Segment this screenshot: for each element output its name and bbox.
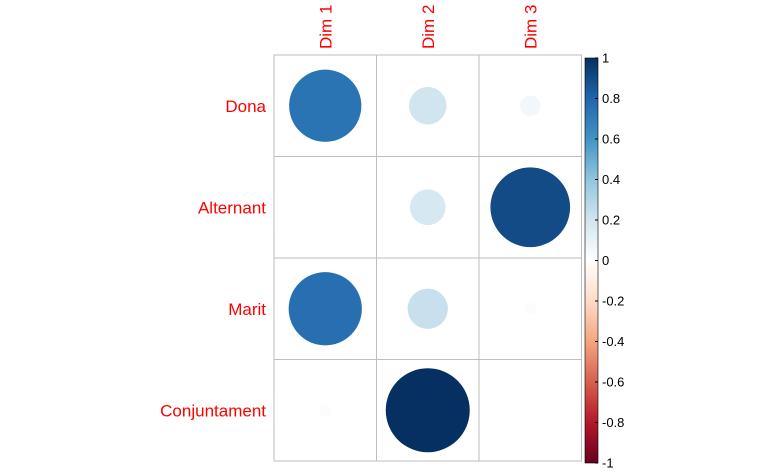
colorbar-tick-label: -0.4	[602, 334, 624, 349]
correlation-circle	[289, 69, 362, 142]
correlation-circle	[524, 302, 537, 315]
correlation-circle	[385, 368, 470, 453]
colorbar-tick-label: 0.6	[602, 132, 620, 147]
colorbar-tick-label: -1	[602, 456, 614, 471]
color-legend: 1 0.8 0.6 0.4 0.2 0 -0.2 -0.4 -0.6 -0.8 -1	[584, 51, 624, 471]
row-label: Marit	[228, 300, 266, 319]
colorbar-tick-label: 0.8	[602, 91, 620, 106]
colorbar-tick-label: 0	[602, 253, 609, 268]
row-label: Conjuntament	[160, 401, 266, 420]
matrix-circles	[288, 69, 571, 453]
correlation-circle	[409, 189, 446, 226]
column-label: Dim 1	[316, 5, 335, 49]
correlation-circle	[408, 86, 447, 125]
colorbar-tick-label: 0.2	[602, 213, 620, 228]
column-labels: Dim 1 Dim 2 Dim 3	[316, 5, 540, 49]
row-label: Dona	[225, 97, 266, 116]
colorbar-tick-label: 1	[602, 51, 609, 66]
column-label: Dim 3	[521, 5, 540, 49]
correlation-circle	[288, 272, 362, 346]
correlation-circle	[490, 167, 571, 248]
correlation-circle	[407, 288, 448, 329]
colorbar-tick-label: -0.8	[602, 415, 624, 430]
colorbar-tick-label: 0.4	[602, 172, 620, 187]
correlation-circle	[319, 404, 332, 417]
correlation-circle	[519, 95, 541, 117]
colorbar-tick-label: -0.2	[602, 294, 624, 309]
row-labels: Dona Alternant Marit Conjuntament	[160, 97, 266, 421]
column-label: Dim 2	[419, 5, 438, 49]
grid-cell	[273, 156, 377, 259]
grid-cell	[478, 359, 582, 462]
row-label: Alternant	[198, 198, 266, 217]
colorbar-tick-label: -0.6	[602, 375, 624, 390]
